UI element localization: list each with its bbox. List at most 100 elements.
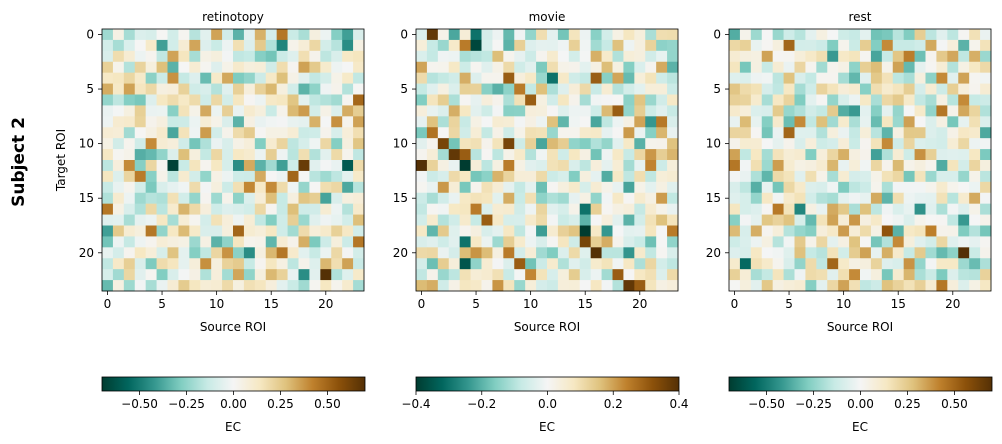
heatmap-cell bbox=[448, 39, 461, 52]
heatmap-cell bbox=[816, 225, 828, 237]
heatmap-cell bbox=[568, 236, 581, 248]
heatmap-cell bbox=[645, 116, 657, 128]
heatmap-cell bbox=[601, 83, 613, 95]
heatmap-cell bbox=[903, 214, 915, 226]
heatmap-cell bbox=[772, 170, 784, 183]
heatmap-cell bbox=[914, 258, 926, 270]
heatmap-cell bbox=[200, 236, 212, 248]
heatmap-cell bbox=[536, 39, 548, 52]
heatmap-cell bbox=[557, 236, 570, 248]
heatmap-cell bbox=[448, 29, 461, 41]
heatmap-cell bbox=[936, 39, 948, 52]
heatmap-cell bbox=[568, 105, 581, 117]
heatmap-cell bbox=[881, 94, 894, 106]
x-tick-label: 10 bbox=[209, 297, 224, 311]
heatmap-cell bbox=[870, 149, 883, 161]
heatmap-cell bbox=[470, 83, 482, 95]
heatmap-cell bbox=[557, 160, 570, 172]
heatmap-cell bbox=[980, 225, 992, 237]
heatmap-cell bbox=[514, 225, 526, 237]
heatmap-cell bbox=[254, 138, 267, 150]
heatmap-cell bbox=[102, 138, 114, 150]
heatmap-cell bbox=[623, 94, 635, 106]
heatmap-cell bbox=[353, 94, 365, 106]
heatmap-cell bbox=[222, 127, 234, 139]
heatmap-cell bbox=[805, 258, 817, 270]
heatmap-cell bbox=[287, 105, 299, 117]
heatmap-cell bbox=[481, 149, 493, 161]
heatmap-cell bbox=[123, 247, 136, 259]
heatmap-cell bbox=[645, 61, 657, 74]
heatmap-cell bbox=[211, 236, 223, 248]
heatmap-cell bbox=[200, 61, 212, 74]
heatmap-cell bbox=[448, 181, 461, 194]
heatmap-cell bbox=[353, 214, 365, 226]
heatmap-cell bbox=[437, 225, 450, 237]
heatmap-cell bbox=[634, 83, 646, 95]
heatmap-cell bbox=[958, 61, 970, 74]
heatmap-cell bbox=[309, 83, 321, 95]
heatmap-cell bbox=[459, 203, 471, 215]
heatmap-cell bbox=[903, 236, 915, 248]
heatmap-cell bbox=[860, 50, 872, 63]
heatmap-cell bbox=[167, 269, 179, 281]
heatmap-cell bbox=[925, 83, 937, 95]
heatmap-cell bbox=[448, 203, 461, 215]
heatmap-cell bbox=[320, 138, 332, 150]
heatmap-cell bbox=[914, 83, 926, 95]
heatmap-cell bbox=[827, 127, 839, 139]
heatmap-cell bbox=[816, 50, 828, 63]
heatmap-cell bbox=[243, 127, 256, 139]
heatmap-cell bbox=[342, 50, 354, 63]
heatmap-cell bbox=[914, 170, 926, 183]
heatmap-cell bbox=[342, 269, 354, 281]
heatmap-cell bbox=[903, 247, 915, 259]
heatmap-cell bbox=[481, 138, 493, 150]
heatmap-cell bbox=[514, 127, 526, 139]
heatmap-cell bbox=[416, 160, 428, 172]
heatmap-cell bbox=[503, 160, 515, 172]
heatmap-cell bbox=[167, 280, 179, 292]
heatmap-cell bbox=[958, 72, 970, 84]
heatmap-cell bbox=[426, 39, 439, 52]
heatmap-cell bbox=[903, 258, 915, 270]
heatmap-cell bbox=[448, 94, 461, 106]
heatmap-cell bbox=[601, 269, 613, 281]
heatmap-cell bbox=[914, 72, 926, 84]
heatmap-cell bbox=[838, 280, 850, 292]
heatmap-cell bbox=[783, 50, 795, 63]
heatmap-cell bbox=[254, 203, 267, 215]
heatmap-cell bbox=[980, 61, 992, 74]
row-label-subject: Subject 2 bbox=[9, 117, 29, 207]
heatmap-cell bbox=[134, 61, 147, 74]
heatmap-cell bbox=[102, 247, 114, 259]
heatmap-cell bbox=[178, 192, 190, 205]
heatmap-cell bbox=[200, 192, 212, 205]
heatmap-cell bbox=[448, 214, 461, 226]
heatmap-cell bbox=[287, 269, 299, 281]
heatmap-cell bbox=[178, 39, 190, 52]
heatmap-cell bbox=[667, 105, 679, 117]
heatmap-cell bbox=[892, 72, 905, 84]
heatmap-cell bbox=[579, 203, 592, 215]
heatmap-cell bbox=[870, 50, 883, 63]
heatmap-cell bbox=[557, 72, 570, 84]
heatmap-cell bbox=[189, 138, 201, 150]
colorbar-gradient bbox=[728, 376, 993, 392]
heatmap-cell bbox=[265, 170, 278, 183]
heatmap-cell bbox=[265, 72, 278, 84]
heatmap-cell bbox=[536, 83, 548, 95]
heatmap-cell bbox=[189, 225, 201, 237]
heatmap-cell bbox=[189, 247, 201, 259]
heatmap-cell bbox=[903, 203, 915, 215]
heatmap-cell bbox=[233, 192, 245, 205]
heatmap-cell bbox=[134, 192, 147, 205]
heatmap-cell bbox=[331, 192, 343, 205]
heatmap-cell bbox=[276, 149, 288, 161]
heatmap-cell bbox=[601, 127, 613, 139]
heatmap-cell bbox=[783, 269, 795, 281]
heatmap-cell bbox=[437, 214, 450, 226]
heatmap-cell bbox=[470, 116, 482, 128]
heatmap-cell bbox=[287, 94, 299, 106]
heatmap-cell bbox=[112, 192, 125, 205]
